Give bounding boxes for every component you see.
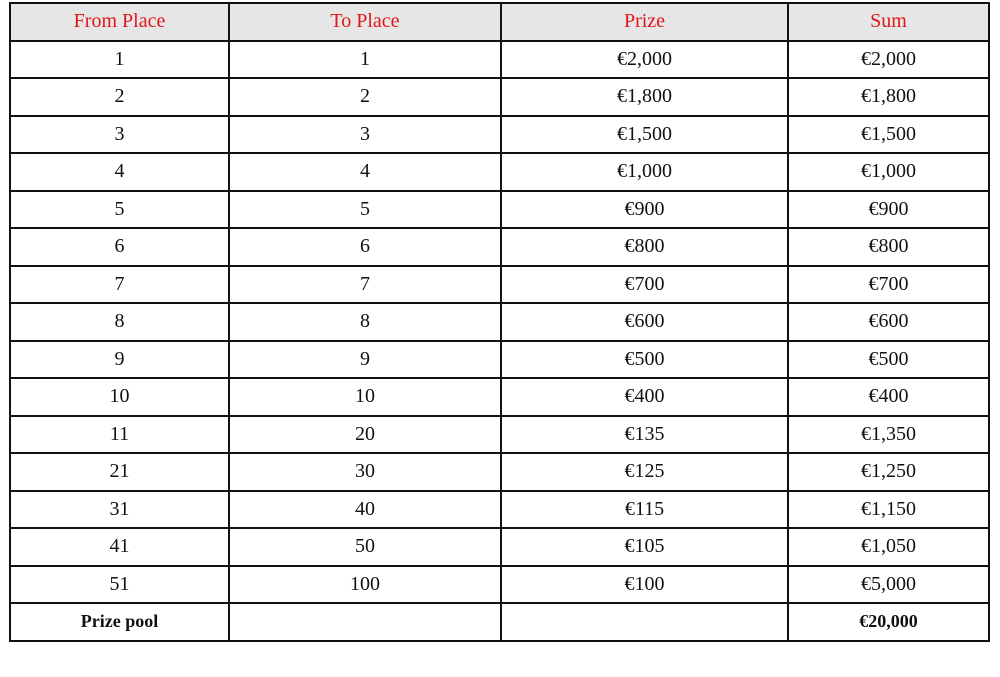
cell-from-place: 10: [9, 377, 230, 417]
cell-from-place: 3: [9, 114, 230, 154]
cell-prize: €500: [500, 339, 789, 379]
cell-to-place: 30: [228, 452, 502, 492]
cell-from-place: 5: [9, 189, 230, 229]
cell-prize: €600: [500, 302, 789, 342]
table-row: 21 30 €125 €1,250: [9, 452, 990, 492]
table-row: 5 5 €900 €900: [9, 189, 990, 229]
cell-sum: €1,150: [787, 489, 990, 529]
cell-to-place: 10: [228, 377, 502, 417]
cell-prize: €900: [500, 189, 789, 229]
cell-sum: €2,000: [787, 39, 990, 79]
empty-cell: [228, 602, 502, 642]
table-row: 4 4 €1,000 €1,000: [9, 152, 990, 192]
cell-to-place: 40: [228, 489, 502, 529]
cell-sum: €700: [787, 264, 990, 304]
table-row: 7 7 €700 €700: [9, 264, 990, 304]
cell-to-place: 50: [228, 527, 502, 567]
header-prize: Prize: [500, 2, 789, 42]
cell-to-place: 5: [228, 189, 502, 229]
prize-pool-row: Prize pool €20,000: [9, 602, 990, 642]
table-row: 8 8 €600 €600: [9, 302, 990, 342]
header-to-place: To Place: [228, 2, 502, 42]
header-sum: Sum: [787, 2, 990, 42]
cell-from-place: 41: [9, 527, 230, 567]
table-row: 31 40 €115 €1,150: [9, 489, 990, 529]
table-row: 41 50 €105 €1,050: [9, 527, 990, 567]
cell-sum: €5,000: [787, 564, 990, 604]
table-row: 11 20 €135 €1,350: [9, 414, 990, 454]
cell-sum: €800: [787, 227, 990, 267]
cell-prize: €1,500: [500, 114, 789, 154]
cell-to-place: 20: [228, 414, 502, 454]
cell-prize: €1,000: [500, 152, 789, 192]
cell-to-place: 6: [228, 227, 502, 267]
header-row: From Place To Place Prize Sum: [9, 2, 990, 42]
cell-from-place: 6: [9, 227, 230, 267]
cell-sum: €1,800: [787, 77, 990, 117]
cell-from-place: 7: [9, 264, 230, 304]
cell-to-place: 100: [228, 564, 502, 604]
prize-table: From Place To Place Prize Sum 1 1 €2,000 €2…: [9, 2, 990, 642]
cell-to-place: 3: [228, 114, 502, 154]
cell-prize: €135: [500, 414, 789, 454]
cell-prize: €2,000: [500, 39, 789, 79]
cell-prize: €125: [500, 452, 789, 492]
cell-to-place: 7: [228, 264, 502, 304]
cell-prize: €115: [500, 489, 789, 529]
cell-sum: €500: [787, 339, 990, 379]
cell-to-place: 2: [228, 77, 502, 117]
cell-prize: €400: [500, 377, 789, 417]
header-from-place: From Place: [9, 2, 230, 42]
cell-to-place: 9: [228, 339, 502, 379]
cell-from-place: 2: [9, 77, 230, 117]
cell-from-place: 31: [9, 489, 230, 529]
table-row: 1 1 €2,000 €2,000: [9, 39, 990, 79]
prize-pool-label: Prize pool: [9, 602, 230, 642]
cell-prize: €1,800: [500, 77, 789, 117]
table-row: 10 10 €400 €400: [9, 377, 990, 417]
cell-from-place: 4: [9, 152, 230, 192]
cell-sum: €1,350: [787, 414, 990, 454]
cell-from-place: 21: [9, 452, 230, 492]
cell-to-place: 1: [228, 39, 502, 79]
table-row: 51 100 €100 €5,000: [9, 564, 990, 604]
table-row: 6 6 €800 €800: [9, 227, 990, 267]
cell-to-place: 4: [228, 152, 502, 192]
cell-sum: €1,050: [787, 527, 990, 567]
cell-prize: €100: [500, 564, 789, 604]
cell-from-place: 9: [9, 339, 230, 379]
empty-cell: [500, 602, 789, 642]
cell-sum: €900: [787, 189, 990, 229]
table-row: 9 9 €500 €500: [9, 339, 990, 379]
cell-prize: €105: [500, 527, 789, 567]
cell-sum: €400: [787, 377, 990, 417]
table-row: 2 2 €1,800 €1,800: [9, 77, 990, 117]
cell-from-place: 11: [9, 414, 230, 454]
cell-prize: €800: [500, 227, 789, 267]
cell-prize: €700: [500, 264, 789, 304]
cell-to-place: 8: [228, 302, 502, 342]
cell-sum: €1,500: [787, 114, 990, 154]
cell-sum: €1,250: [787, 452, 990, 492]
prize-pool-sum: €20,000: [787, 602, 990, 642]
cell-from-place: 51: [9, 564, 230, 604]
cell-sum: €1,000: [787, 152, 990, 192]
table-row: 3 3 €1,500 €1,500: [9, 114, 990, 154]
cell-sum: €600: [787, 302, 990, 342]
cell-from-place: 8: [9, 302, 230, 342]
cell-from-place: 1: [9, 39, 230, 79]
